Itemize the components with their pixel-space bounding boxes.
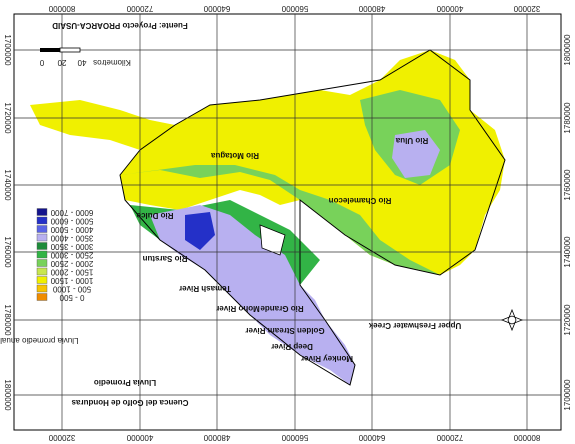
map-label: Deep River [271,342,313,351]
scale-tick: 40 [77,58,86,67]
right-tick-label: 1760000 [563,169,572,201]
scale-bar [40,48,60,52]
zone-green [120,165,440,275]
legend-swatch [36,216,48,225]
legend-swatch [36,259,48,267]
map-label: Monkey River [301,354,353,363]
bottom-tick-label: 400000 [126,433,153,442]
map-label: Rio Grande [260,304,304,313]
scale-bar [59,47,81,53]
left-tick-label: 1780000 [3,304,12,336]
right-tick-label: 1720000 [563,304,572,336]
source: Fuente: Proyecto PROARCA-USAID [52,21,188,30]
zone-purple [150,205,355,385]
map-label: Rio Ulua [395,136,428,145]
bottom-tick-label: 320000 [48,433,75,442]
map-label: Rio Dulce [136,211,173,220]
legend-swatch [36,250,48,259]
map-label: Rio Sarstun [142,254,187,263]
left-tick-label: 1700000 [3,34,12,66]
right-tick-label: 1740000 [563,236,572,268]
lake [259,224,286,256]
map-label: Moho River [216,304,260,313]
legend-label: 1000 - 1500 [50,276,93,285]
annotations: 800000 720000 640000 560000 480000 400000 3200… [0,4,572,442]
top-tick-label: 400000 [436,4,463,13]
bottom-tick-label: 720000 [436,433,463,442]
rainfall-regions [30,49,506,386]
right-tick-label: 1700000 [563,379,572,411]
legend-label: 6000 - 7000 [50,208,93,217]
map-label: Temash River [179,284,231,293]
map-label: Rio Chamelecon [329,196,392,205]
legend-label: 2000 - 2500 [50,259,93,268]
legend-title: Lluvia promedio anual en mm [0,336,78,345]
top-tick-label: 640000 [203,4,230,13]
top-tick-label: 320000 [513,4,540,13]
grid [14,14,561,430]
legend-swatch [36,276,48,284]
map-label: Golden Stream River [245,326,324,335]
legend-swatch [36,293,48,301]
legend-label: 0 - 500 [59,293,84,302]
map-label: Upper Freshwater Creek [368,321,461,330]
title: Cuenca del Golfo de Honduras [71,398,188,407]
north-arrow [500,308,524,332]
left-tick-label: 1720000 [3,102,12,134]
map-label: Rio Motagua [210,151,259,160]
legend-swatch [36,208,48,216]
legend-label: 4000 - 5000 [50,225,93,234]
scale-unit: Kilometros [93,58,131,67]
subtitle: Lluvia Promedio [94,378,156,387]
top-tick-label: 480000 [358,4,385,13]
right-tick-label: 1800000 [563,34,572,66]
legend-swatch [36,284,48,293]
left-tick-label: 1800000 [3,379,12,411]
legend-label: 3500 - 4000 [50,233,93,242]
top-tick-label: 720000 [126,4,153,13]
scale-tick: 0 [39,58,44,67]
basin-outline [119,49,506,386]
legend-label: 1500 - 2000 [50,267,93,276]
zone-blue [185,212,215,250]
bottom-tick-label: 480000 [203,433,230,442]
top-tick-label: 560000 [281,4,308,13]
scale-tick: 20 [57,58,66,67]
top-tick-label: 800000 [48,4,75,13]
legend-swatch [36,225,48,233]
legend-swatch [36,242,48,250]
bottom-tick-label: 560000 [281,433,308,442]
legend-swatch [36,267,48,276]
zone-purple [392,130,440,178]
right-tick-label: 1780000 [563,102,572,134]
legend-label: 500 - 1000 [52,284,91,293]
legend-label: 2500 - 3000 [50,250,93,259]
legend-swatch [36,233,48,242]
left-tick-label: 1740000 [3,169,12,201]
legend-label: 3000 - 3500 [50,242,93,251]
bottom-tick-label: 800000 [513,433,540,442]
left-tick-label: 1760000 [3,236,12,268]
zone-yellow [30,100,175,150]
bottom-tick-label: 640000 [358,433,385,442]
legend-label: 5000 - 6000 [50,216,93,225]
